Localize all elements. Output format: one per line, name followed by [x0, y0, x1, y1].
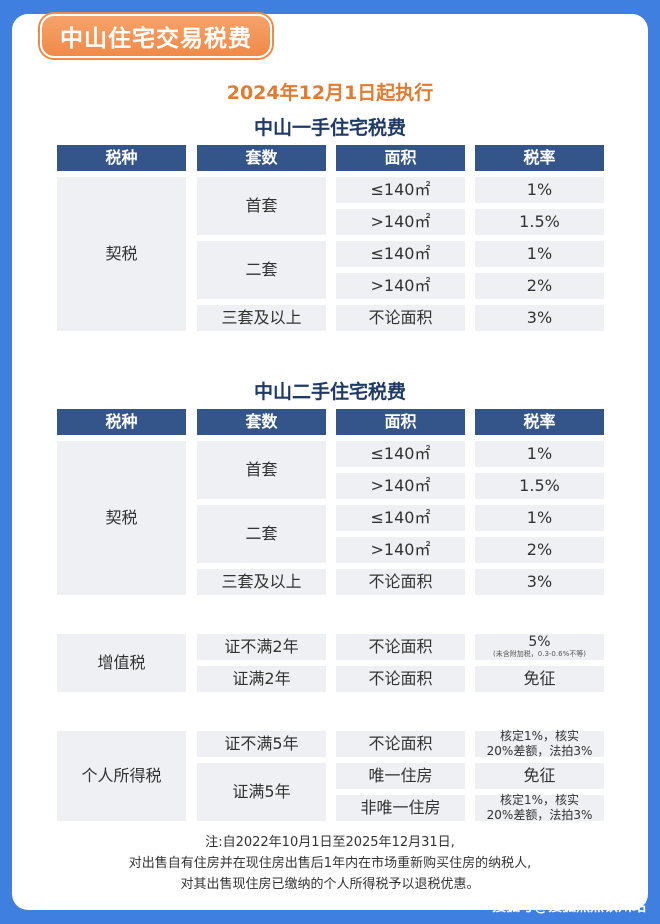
footnote-line: 对出售自有住房并在现住房出售后1年内在市场重新购买住房的纳税人, — [128, 856, 532, 871]
term-cell: 证满5年 — [197, 763, 326, 821]
area-cell: 不论面积 — [336, 666, 465, 692]
area-cell: ≤140㎡ — [336, 441, 465, 467]
area-cell: >140㎡ — [336, 209, 465, 235]
tax-type-cell: 契税 — [57, 177, 186, 331]
rate-cell: 2% — [475, 273, 604, 299]
effective-date: 2024年12月1日起执行 — [226, 82, 434, 104]
area-cell: 唯一住房 — [336, 763, 465, 789]
rate-cell: 3% — [475, 569, 604, 595]
rate-line: 20%差额，法拍3% — [486, 744, 593, 758]
tier-cell: 首套 — [197, 441, 326, 499]
area-cell: 不论面积 — [336, 731, 465, 757]
tax-type-cell: 个人所得税 — [57, 731, 186, 821]
area-cell: >140㎡ — [336, 537, 465, 563]
rate-cell: 核定1%，核实 20%差额，法拍3% — [475, 729, 604, 758]
rate-cell: 免征 — [475, 763, 604, 789]
rate-line: 核定1%，核实 — [499, 729, 580, 743]
tier-cell: 三套及以上 — [197, 305, 326, 331]
term-cell: 证不满5年 — [197, 731, 326, 757]
rate-cell: 2% — [475, 537, 604, 563]
rate-line: 20%差额，法拍3% — [486, 808, 593, 822]
watermark: 搜狐号@搜狐焦点钦州站 — [492, 899, 646, 915]
footnote-line: 注:自2022年10月1日至2025年12月31日, — [205, 835, 455, 850]
rate-value: 5% — [528, 634, 551, 651]
area-cell: ≤140㎡ — [336, 505, 465, 531]
section1-title: 中山一手住宅税费 — [253, 117, 406, 139]
rate-cell: 1.5% — [475, 473, 604, 499]
page-title: 中山住宅交易税费 — [40, 14, 272, 58]
area-cell: >140㎡ — [336, 273, 465, 299]
col-header-area: 面积 — [336, 409, 465, 435]
tax-type-cell: 契税 — [57, 441, 186, 595]
area-cell: ≤140㎡ — [336, 177, 465, 203]
area-cell: 不论面积 — [336, 634, 465, 660]
rate-cell: 5% (未含附加税，0.3-0.6%不等) — [475, 634, 604, 660]
rate-cell: 1% — [475, 177, 604, 203]
col-header-rate: 税率 — [475, 145, 604, 171]
rate-cell: 1.5% — [475, 209, 604, 235]
area-cell: 不论面积 — [336, 305, 465, 331]
tier-cell: 首套 — [197, 177, 326, 235]
area-cell: 不论面积 — [336, 569, 465, 595]
rate-cell: 1% — [475, 505, 604, 531]
rate-cell: 核定1%，核实 20%差额，法拍3% — [475, 793, 604, 822]
tax-type-cell: 增值税 — [57, 634, 186, 692]
col-header-tier: 套数 — [197, 409, 326, 435]
rate-cell: 免征 — [475, 666, 604, 692]
col-header-rate: 税率 — [475, 409, 604, 435]
tier-cell: 二套 — [197, 241, 326, 299]
term-cell: 证不满2年 — [197, 634, 326, 660]
rate-cell: 3% — [475, 305, 604, 331]
tier-cell: 二套 — [197, 505, 326, 563]
term-cell: 证满2年 — [197, 666, 326, 692]
col-header-area: 面积 — [336, 145, 465, 171]
tier-cell: 三套及以上 — [197, 569, 326, 595]
rate-cell: 1% — [475, 241, 604, 267]
col-header-tier: 套数 — [197, 145, 326, 171]
area-cell: ≤140㎡ — [336, 241, 465, 267]
area-cell: >140㎡ — [336, 473, 465, 499]
footnote-line: 对其出售现住房已缴纳的个人所得税予以退税优惠。 — [180, 877, 480, 892]
area-cell: 非唯一住房 — [336, 795, 465, 821]
rate-cell: 1% — [475, 441, 604, 467]
section2-title: 中山二手住宅税费 — [253, 381, 406, 403]
rate-line: 核定1%，核实 — [499, 793, 580, 807]
col-header-tax: 税种 — [57, 409, 186, 435]
col-header-tax: 税种 — [57, 145, 186, 171]
rate-footnote: (未含附加税，0.3-0.6%不等) — [493, 650, 586, 659]
